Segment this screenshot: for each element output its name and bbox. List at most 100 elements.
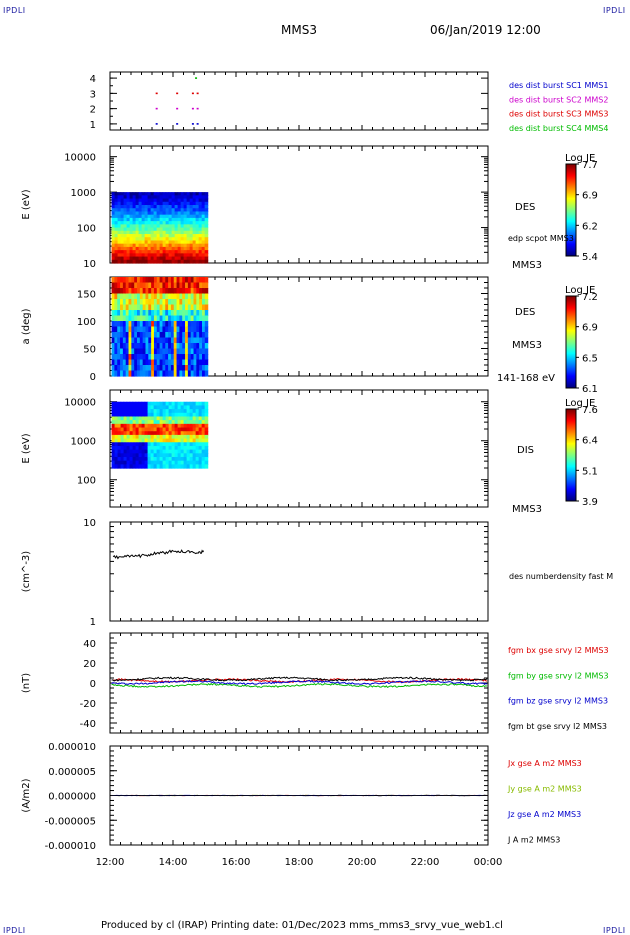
spectrogram-cell xyxy=(205,354,208,360)
colorbar-tick-label: 7.7 xyxy=(582,160,598,171)
spectrogram-cell xyxy=(205,409,209,413)
colorbar-tick-label: 7.6 xyxy=(582,405,598,416)
legend-entry: fgm bt gse srvy l2 MMS3 xyxy=(508,722,607,731)
spectrogram-cell xyxy=(205,310,208,316)
legend-entry: Jy gse A m2 MMS3 xyxy=(507,785,582,794)
spectrogram-cell xyxy=(205,424,209,428)
spectrogram-cell xyxy=(205,442,209,446)
legend-entry: fgm bx gse srvy l2 MMS3 xyxy=(508,646,609,655)
burst-mark xyxy=(176,123,178,125)
spectrogram-cell xyxy=(205,464,209,468)
burst-mark xyxy=(197,93,199,95)
legend-entry: J A m2 MMS3 xyxy=(507,836,560,845)
spectrogram-cell xyxy=(205,435,209,439)
time-tick-label: 20:00 xyxy=(348,857,377,868)
colorbar-tick-label: 6.5 xyxy=(582,353,598,364)
spectrogram-cell xyxy=(205,431,209,435)
burst-mark xyxy=(192,123,194,125)
colorbar-tick-label: 6.4 xyxy=(582,436,598,447)
colorbar-tick-label: 6.9 xyxy=(582,323,598,334)
y-tick-label: 100 xyxy=(77,476,96,487)
spectrogram-cell xyxy=(205,402,209,406)
des-pitch-angle-spectrogram xyxy=(112,277,209,377)
spectrogram-cell xyxy=(205,294,208,300)
spectrogram-cell xyxy=(205,349,208,355)
spectrogram-cell xyxy=(205,365,208,371)
spectrogram-cell xyxy=(205,405,209,409)
spectrogram-cell xyxy=(205,439,209,443)
colorbar-tick-label: 5.1 xyxy=(582,466,598,477)
y-tick-label: 40 xyxy=(83,639,96,650)
spacecraft-label: MMS3 xyxy=(512,504,542,515)
y-tick-label: 2 xyxy=(90,105,96,116)
y-tick-label: 1 xyxy=(90,617,96,628)
dis-energy-spectrogram xyxy=(112,402,209,469)
burst-mark xyxy=(156,108,158,110)
time-tick-label: 00:00 xyxy=(474,857,503,868)
y-tick-label: 150 xyxy=(77,290,96,301)
y-tick-label: 10 xyxy=(83,518,96,529)
spectrogram-cell xyxy=(205,288,208,294)
panel-frame xyxy=(110,72,488,130)
y-tick-label: -0.000010 xyxy=(45,841,96,852)
spectrogram-cell xyxy=(205,420,209,424)
y-axis-label: E (eV) xyxy=(21,189,32,219)
spectrogram-cell xyxy=(205,260,209,264)
time-tick-label: 18:00 xyxy=(285,857,314,868)
y-tick-label: 0.000000 xyxy=(48,792,96,803)
density-series xyxy=(113,550,204,558)
y-tick-label: 100 xyxy=(77,317,96,328)
y-tick-label: 10000 xyxy=(64,153,96,164)
legend-entry: des dist burst SC3 MMS3 xyxy=(509,110,608,119)
spectrogram-cell xyxy=(205,316,208,322)
spectrogram-cell xyxy=(205,461,209,465)
y-tick-label: 0 xyxy=(90,372,96,383)
panel-frame xyxy=(110,633,488,733)
colorbar-tick-label: 6.2 xyxy=(582,221,598,232)
spectrogram-cell xyxy=(205,446,209,450)
y-tick-label: 0.000005 xyxy=(48,767,96,778)
spectrogram-cell xyxy=(205,450,209,454)
legend-entry: des dist burst SC2 MMS2 xyxy=(509,95,608,104)
y-tick-label: 100 xyxy=(77,224,96,235)
time-tick-label: 12:00 xyxy=(96,857,125,868)
y-tick-label: 10 xyxy=(83,259,96,270)
footer-credit: Produced by cl (IRAP) Printing date: 01/… xyxy=(101,920,503,931)
time-tick-label: 16:00 xyxy=(222,857,251,868)
y-tick-label: -0.000005 xyxy=(45,816,96,827)
spacecraft-label: MMS3 xyxy=(512,260,542,271)
spectrogram-cell xyxy=(205,277,208,283)
legend-entry: des numberdensity fast M xyxy=(509,572,613,581)
y-tick-label: 50 xyxy=(83,345,96,356)
burst-mark xyxy=(156,123,158,125)
spectrogram-cell xyxy=(205,360,208,366)
colorbar-tick-label: 7.2 xyxy=(582,292,598,303)
y-tick-label: 1 xyxy=(90,120,96,131)
colorbar-tick-label: 6.1 xyxy=(582,384,598,395)
spectrogram-cell xyxy=(205,371,208,377)
instrument-label: DIS xyxy=(517,445,534,456)
colorbar xyxy=(566,296,579,388)
y-tick-label: 10000 xyxy=(64,398,96,409)
burst-mark xyxy=(176,108,178,110)
legend-entry: des dist burst SC1 MMS1 xyxy=(509,81,608,90)
legend-entry: fgm by gse srvy l2 MMS3 xyxy=(508,671,609,680)
y-tick-label: 20 xyxy=(83,659,96,670)
burst-mark xyxy=(156,93,158,95)
spectrogram-cell xyxy=(205,299,208,305)
y-tick-label: 0.000010 xyxy=(48,742,96,753)
spectrogram-cell xyxy=(205,413,209,417)
energy-range-label: 141-168 eV xyxy=(497,373,555,384)
instrument-label: DES xyxy=(515,307,535,318)
burst-mark xyxy=(195,77,197,79)
y-tick-label: -20 xyxy=(80,699,96,710)
spectrogram-cell xyxy=(205,305,208,311)
legend-entry: Jx gse A m2 MMS3 xyxy=(507,759,582,768)
field-series xyxy=(112,684,488,688)
y-tick-label: 1000 xyxy=(71,437,96,448)
colorbar xyxy=(566,409,579,501)
burst-mark xyxy=(197,108,199,110)
y-tick-label: 1000 xyxy=(71,188,96,199)
burst-mark xyxy=(192,108,194,110)
spectrogram-cell xyxy=(205,327,208,333)
